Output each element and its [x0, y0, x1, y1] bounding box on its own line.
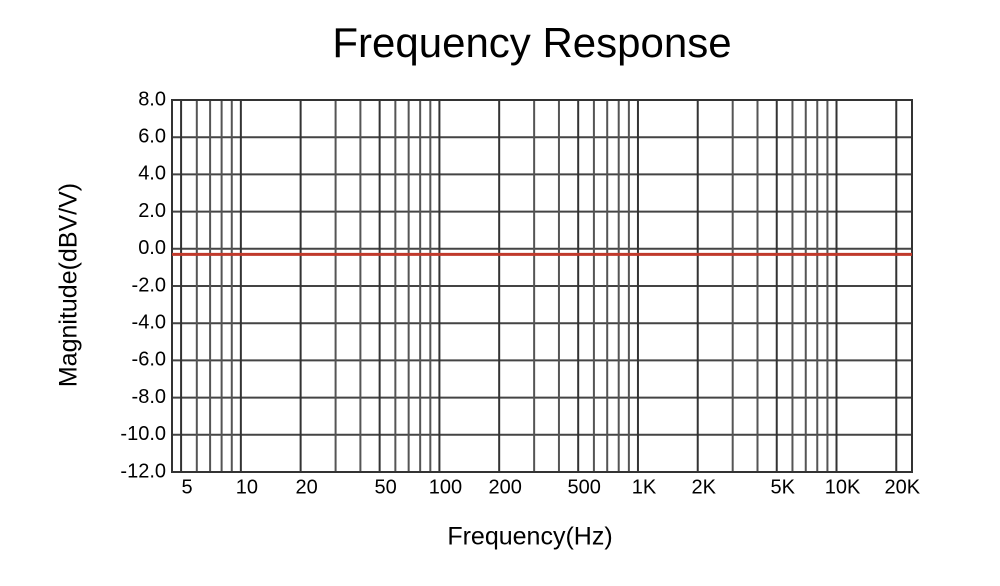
y-tick-label: 6.0	[138, 125, 166, 147]
chart-title: Frequency Response	[332, 19, 731, 66]
y-tick-label: -12.0	[120, 460, 166, 482]
y-tick-label: -6.0	[132, 349, 166, 371]
x-tick-label: 500	[568, 476, 601, 498]
x-tick-label: 2K	[691, 476, 716, 498]
y-tick-label: 0.0	[138, 237, 166, 259]
y-tick-label: -2.0	[132, 274, 166, 296]
x-tick-label: 20K	[884, 476, 920, 498]
y-tick-label: 8.0	[138, 88, 166, 110]
y-tick-label: -10.0	[120, 423, 166, 445]
x-tick-label: 100	[429, 476, 462, 498]
x-tick-label: 20	[295, 476, 317, 498]
x-tick-label: 50	[375, 476, 397, 498]
x-tick-label: 10	[236, 476, 258, 498]
x-tick-label: 1K	[632, 476, 657, 498]
y-tick-label: -8.0	[132, 386, 166, 408]
x-tick-label: 10K	[825, 476, 861, 498]
y-axis-label: Magnitude(dBV/V)	[55, 183, 83, 387]
x-axis-label: Frequency(Hz)	[447, 523, 612, 551]
x-tick-label: 200	[488, 476, 521, 498]
x-tick-label: 5	[182, 476, 193, 498]
y-tick-label: 2.0	[138, 200, 166, 222]
y-tick-label: 4.0	[138, 163, 166, 185]
plot-border	[171, 99, 913, 473]
x-tick-label: 5K	[771, 476, 796, 498]
y-tick-label: -4.0	[132, 311, 166, 333]
